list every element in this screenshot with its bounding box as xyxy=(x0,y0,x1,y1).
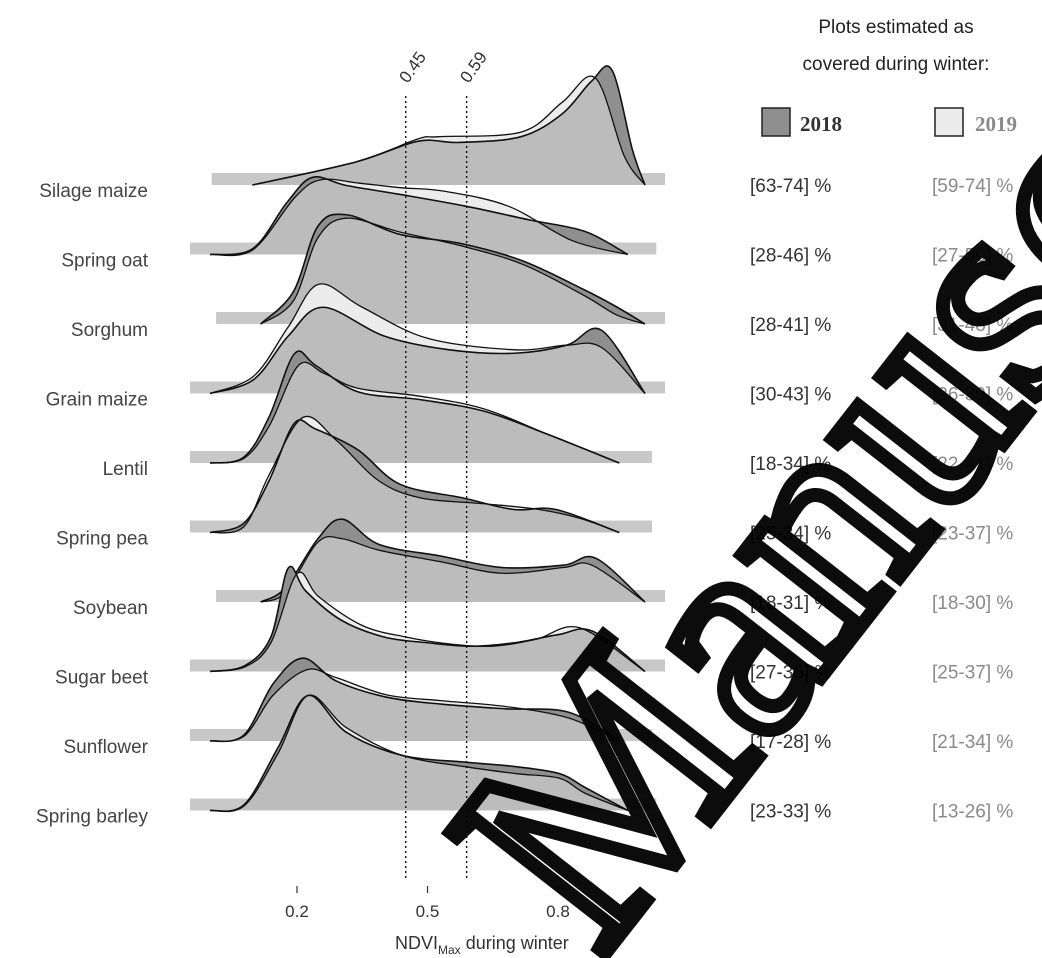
density-overlap xyxy=(260,218,645,324)
svg-text:NDVIMax during winter: NDVIMax during winter xyxy=(395,933,569,957)
density-overlap xyxy=(210,419,620,533)
x-tick-label: 0.5 xyxy=(416,902,440,921)
x-axis-title-main: NDVI xyxy=(395,933,438,953)
outline-2018 xyxy=(209,419,620,534)
threshold-label: 0.45 xyxy=(395,48,430,86)
outline-2019 xyxy=(209,694,629,813)
ridge-spring-barley xyxy=(190,694,657,813)
outline-2018 xyxy=(209,176,629,256)
ridge-soybean xyxy=(216,518,665,603)
legend-label-2018: 2018 xyxy=(800,112,842,136)
pct-2019: [59-74] % xyxy=(932,176,1013,197)
x-tick-label: 0.8 xyxy=(546,902,570,921)
pct-2019: [18-30] % xyxy=(932,593,1013,614)
outline-2019 xyxy=(252,75,646,186)
pct-2019: [22-41] % xyxy=(932,454,1013,475)
pct-2018: [28-41] % xyxy=(750,315,831,336)
outline-2018 xyxy=(209,657,620,743)
outline-2019 xyxy=(260,535,646,603)
legend-swatch-2019 xyxy=(934,107,964,137)
density-overlap xyxy=(210,572,645,672)
pct-2018: [28-46] % xyxy=(750,246,831,267)
crop-label: Sugar beet xyxy=(55,668,149,689)
pct-2019: [31-48] % xyxy=(932,315,1013,336)
pct-2019: [27-50] % xyxy=(932,246,1013,267)
coverage-percentages: [63-74] % [59-74] % [28-46] % [27-50] % [28-… xyxy=(750,176,1013,823)
density-overlap xyxy=(252,76,645,185)
crop-label: Spring barley xyxy=(36,807,148,828)
pct-2019: [25-37] % xyxy=(932,663,1013,684)
legend-title-line1: Plots estimated as xyxy=(818,17,973,38)
legend-label-2019: 2019 xyxy=(975,112,1017,136)
ridges xyxy=(190,65,665,813)
legend: Plots estimated as covered during winter… xyxy=(761,17,1017,137)
crop-label: Lentil xyxy=(103,459,148,480)
crop-label: Soybean xyxy=(73,598,148,619)
pct-2018: [30-43] % xyxy=(750,385,831,406)
outline-2018 xyxy=(209,565,646,673)
pct-2018: [27-36] % xyxy=(750,663,831,684)
outline-2018 xyxy=(209,306,646,395)
pct-2019: [21-34] % xyxy=(932,732,1013,753)
threshold-label: 0.59 xyxy=(456,48,491,86)
outline-2018 xyxy=(209,350,620,464)
pct-2018: [18-31] % xyxy=(750,593,831,614)
x-tick-label: 0.2 xyxy=(285,902,309,921)
crop-label: Silage maize xyxy=(39,181,148,202)
pct-2018: [23-33] % xyxy=(750,802,831,823)
pct-2018: [18-34] % xyxy=(750,454,831,475)
outline-2019 xyxy=(260,217,646,325)
legend-swatch-2018 xyxy=(761,107,791,137)
crop-label: Spring oat xyxy=(61,251,148,272)
outline-2019 xyxy=(209,415,620,534)
pct-2019: [13-26] % xyxy=(932,802,1013,823)
outline-2019 xyxy=(209,178,628,257)
outline-2019 xyxy=(209,571,646,673)
pct-2019: [26-39] % xyxy=(932,385,1013,406)
pct-2018: [25-34] % xyxy=(750,524,831,545)
pct-2019: [23-37] % xyxy=(932,524,1013,545)
x-axis: 0.2 0.5 0.8 xyxy=(285,886,570,921)
outline-2019 xyxy=(209,361,620,464)
crop-labels: Silage maize Spring oat Sorghum Grain maize… xyxy=(36,181,149,828)
pct-2018: [17-28] % xyxy=(750,732,831,753)
crop-label: Sorghum xyxy=(71,320,148,341)
crop-label: Sunflower xyxy=(64,737,149,758)
pct-2018: [63-74] % xyxy=(750,176,831,197)
x-axis-title: NDVIMax during winter xyxy=(395,933,569,957)
outline-2019 xyxy=(209,283,646,395)
ridge-spring-pea xyxy=(190,415,652,534)
outline-2019 xyxy=(209,668,620,742)
crop-label: Spring pea xyxy=(56,529,148,550)
crop-label: Grain maize xyxy=(46,390,148,411)
ridge-silage-maize xyxy=(211,65,665,186)
x-axis-title-subscript: Max xyxy=(438,943,461,957)
x-axis-title-rest: during winter xyxy=(461,933,569,953)
legend-title-line2: covered during winter: xyxy=(803,54,990,75)
density-overlap xyxy=(210,695,628,812)
outline-2018 xyxy=(260,518,646,603)
